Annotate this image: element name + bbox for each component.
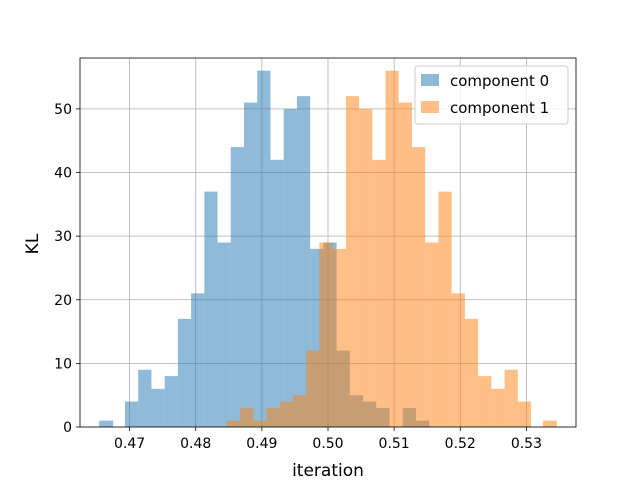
histogram-bar-series-1 [279, 401, 293, 427]
histogram-bar-series-1 [332, 248, 346, 427]
histogram-bar-series-0 [124, 401, 139, 427]
histogram-bar-series-1 [319, 242, 333, 427]
y-tick-label: 20 [54, 293, 72, 309]
histogram-bar-series-0 [296, 96, 311, 427]
histogram-bar-series-1 [359, 108, 373, 428]
legend-box [414, 65, 569, 125]
histogram-bar-series-1 [517, 401, 532, 427]
histogram-bar-series-0 [138, 369, 152, 427]
x-tick-label: 0.47 [114, 436, 145, 452]
histogram-bar-series-1 [240, 407, 254, 427]
histogram-bar-series-0 [191, 293, 205, 427]
histogram-bar-series-1 [226, 420, 241, 427]
histogram-bar-series-1 [425, 242, 439, 427]
legend-label: component 1 [450, 99, 549, 117]
histogram-bar-series-1 [438, 191, 452, 427]
x-ticks: 0.47 0.48 0.49 0.50 0.51 0.52 0.53 [114, 427, 542, 452]
histogram-bar-series-0 [217, 242, 231, 427]
x-tick-label: 0.52 [445, 436, 476, 452]
histogram-bar-series-1 [411, 147, 426, 427]
histogram-bar-series-0 [204, 191, 218, 427]
histogram-bar-series-1 [542, 420, 557, 427]
x-tick-label: 0.51 [379, 436, 410, 452]
y-axis-label: KL [23, 233, 43, 254]
histogram-bar-series-0 [283, 108, 297, 428]
histogram-bar-series-1 [292, 395, 307, 427]
legend: component 0 component 1 [414, 65, 569, 125]
y-tick-label: 30 [54, 229, 72, 245]
histogram-bar-series-1 [398, 102, 412, 427]
histogram-bar-series-0 [230, 147, 245, 427]
legend-label: component 0 [450, 72, 549, 90]
legend-swatch [421, 74, 439, 86]
bars [99, 70, 557, 428]
x-tick-label: 0.48 [180, 436, 211, 452]
y-tick-label: 0 [63, 420, 72, 436]
histogram-bar-series-0 [164, 376, 178, 427]
x-tick-label: 0.53 [511, 436, 542, 452]
legend-swatch [421, 101, 439, 113]
histogram-bar-series-1 [306, 350, 320, 427]
histogram-bar-series-1 [253, 420, 267, 427]
x-tick-label: 0.49 [246, 436, 277, 452]
histogram-bar-series-1 [345, 96, 360, 427]
histogram-bar-series-1 [372, 159, 386, 428]
y-ticks: 0 10 20 30 40 50 [54, 102, 80, 436]
histogram-bar-series-1 [478, 376, 492, 427]
x-tick-label: 0.50 [312, 436, 343, 452]
histogram-bar-series-0 [99, 420, 114, 427]
histogram-bar-series-1 [266, 407, 280, 427]
histogram-bar-series-1 [385, 70, 399, 428]
histogram-bar-series-1 [464, 318, 479, 427]
y-tick-label: 50 [54, 102, 72, 118]
histogram-bar-series-1 [451, 293, 465, 427]
histogram-bar-series-0 [257, 70, 271, 428]
histogram-bar-series-1 [504, 369, 518, 427]
x-axis-label: iteration [292, 461, 364, 480]
y-tick-label: 40 [54, 166, 72, 182]
histogram-bar-series-0 [270, 159, 284, 428]
histogram-bar-series-1 [491, 388, 505, 427]
histogram-bar-series-0 [244, 102, 258, 427]
histogram-bar-series-0 [151, 388, 165, 427]
y-tick-label: 10 [54, 356, 72, 372]
histogram-bar-series-0 [177, 318, 192, 427]
